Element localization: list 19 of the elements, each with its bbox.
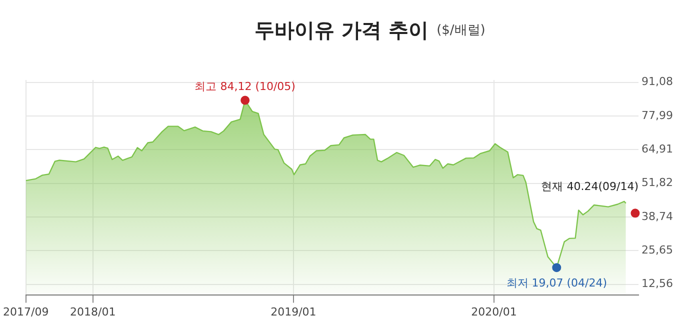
y-tick-label: 12,56 bbox=[642, 277, 674, 290]
x-tick-label: 2017/09 bbox=[2, 305, 49, 318]
x-tick-label: 2018/01 bbox=[70, 305, 116, 318]
y-tick-label: 38,74 bbox=[642, 210, 674, 223]
y-tick-label: 91,08 bbox=[642, 75, 674, 88]
x-tick-label: 2020/01 bbox=[471, 305, 517, 318]
annotation: 최저 19,07 (04/24) bbox=[506, 276, 608, 290]
annotation: 현재 40.24(09/14) bbox=[541, 180, 639, 194]
y-tick-label: 51,82 bbox=[642, 176, 674, 190]
y-tick-label: 64,91 bbox=[642, 142, 674, 156]
chart-subtitle: ($/배럴) bbox=[436, 22, 486, 39]
point bbox=[240, 96, 250, 105]
x-tick-label: 2019/01 bbox=[270, 305, 316, 318]
y-tick-label: 25,65 bbox=[642, 244, 674, 257]
point bbox=[630, 208, 640, 218]
point bbox=[552, 263, 562, 272]
chart-title: 두바이유 가격 추이 bbox=[254, 16, 429, 44]
y-tick-label: 77,99 bbox=[642, 108, 674, 122]
annotation: 최고 84,12 (10/05) bbox=[194, 80, 296, 94]
